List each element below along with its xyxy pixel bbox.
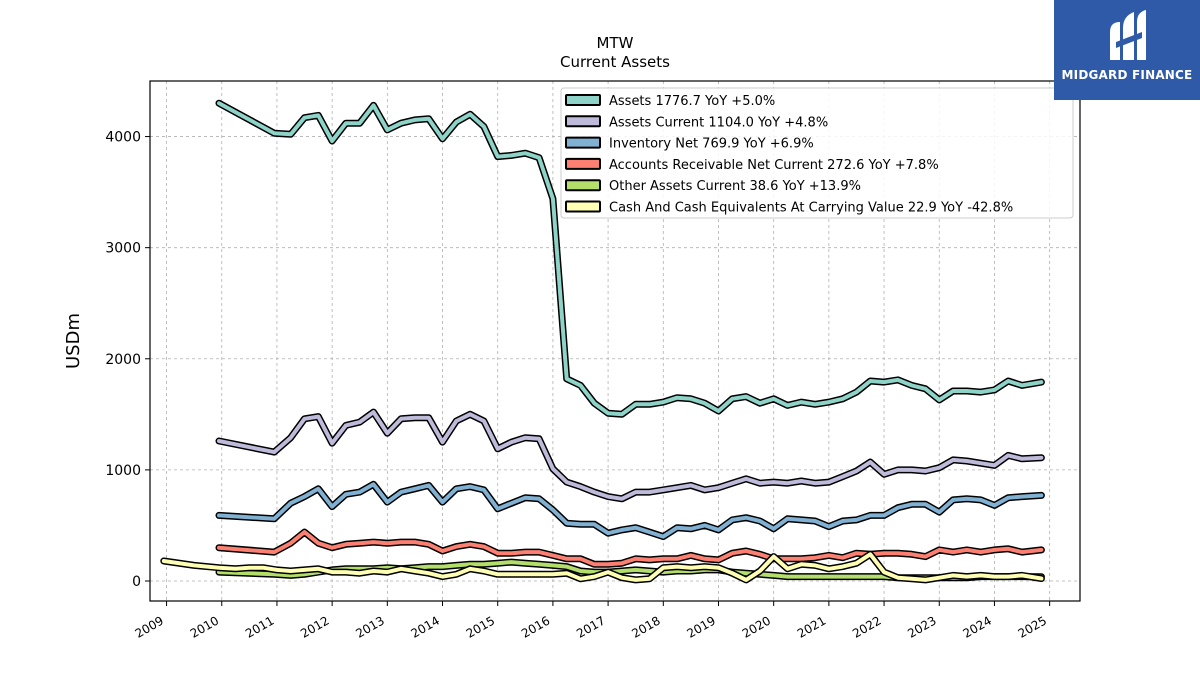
y-tick-label: 2000	[105, 352, 141, 368]
legend-label: Assets Current 1104.0 YoY +4.8%	[609, 115, 828, 130]
legend-swatch	[565, 94, 601, 106]
midgard-finance-logo: MIDGARD FINANCE	[1054, 0, 1200, 100]
series-outline	[215, 408, 1045, 503]
y-tick-label: 3000	[105, 241, 141, 257]
x-tick-label: 2020	[740, 613, 773, 640]
x-tick-label: 2019	[685, 613, 718, 640]
x-tick-label: 2012	[298, 613, 331, 640]
x-tick-label: 2022	[850, 613, 883, 640]
legend-label: Inventory Net 769.9 YoY +6.9%	[609, 137, 814, 152]
y-tick-label: 4000	[105, 130, 141, 146]
midgard-logo-icon	[1110, 10, 1146, 60]
x-tick-label: 2025	[1016, 613, 1049, 640]
plot-frame	[149, 80, 1081, 602]
x-tick-label: 2023	[905, 613, 938, 640]
x-tick-label: 2018	[629, 613, 662, 640]
legend-label: Accounts Receivable Net Current 272.6 Yo…	[609, 158, 939, 173]
y-axis-label: USDm	[63, 313, 84, 369]
x-tick-label: 2016	[519, 613, 552, 640]
legend: Assets 1776.7 YoY +5.0% Assets Current 11…	[560, 87, 1074, 219]
legend-label: Other Assets Current 38.6 YoY +13.9%	[609, 179, 861, 194]
x-tick-label: 2013	[353, 613, 386, 640]
series-lines	[160, 99, 1045, 584]
series-line	[161, 552, 1044, 582]
legend-swatch	[565, 136, 601, 149]
series-line	[217, 530, 1044, 567]
x-tick-label: 2024	[960, 613, 993, 640]
y-tick-label: 1000	[105, 463, 141, 479]
legend-swatch	[565, 157, 601, 170]
legend-label: Cash And Cash Equivalents At Carrying Va…	[609, 201, 1013, 216]
x-tick-label: 2011	[243, 613, 276, 640]
chart-title: MTW	[597, 34, 634, 52]
legend-swatch	[565, 200, 601, 213]
legend-box	[560, 87, 1074, 219]
y-tick-label: 0	[132, 574, 141, 590]
legend-swatch	[565, 115, 601, 128]
legend-swatch	[565, 179, 601, 192]
x-tick-label: 2021	[795, 613, 828, 640]
brand-name: MIDGARD FINANCE	[1061, 68, 1193, 82]
x-tick-label: 2010	[188, 613, 221, 640]
chart-subtitle: Current Assets	[560, 53, 670, 71]
legend-label: Assets 1776.7 YoY +5.0%	[609, 94, 775, 109]
x-tick-label: 2015	[464, 613, 497, 640]
series-line	[217, 410, 1044, 501]
x-tick-label: 2009	[133, 613, 166, 640]
x-tick-label: 2017	[574, 613, 607, 640]
series-line	[217, 101, 1044, 417]
series-line	[217, 482, 1044, 539]
x-tick-label: 2014	[409, 613, 442, 640]
